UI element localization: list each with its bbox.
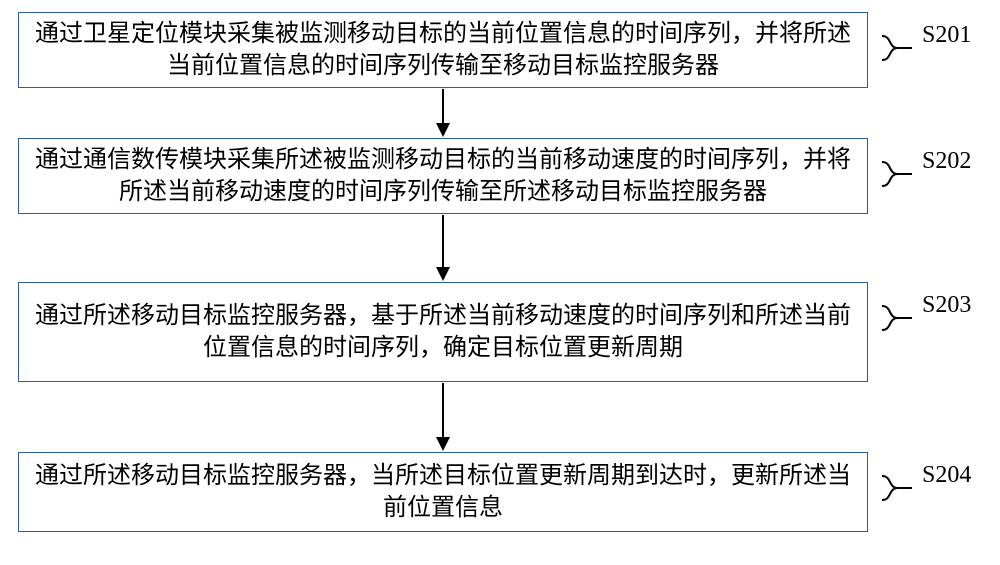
flowchart-canvas: 通过卫星定位模块采集被监测移动目标的当前位置信息的时间序列，并将所述当前位置信息… xyxy=(0,0,1000,565)
flowchart-step-text: 通过所述移动目标监控服务器，基于所述当前移动速度的时间序列和所述当前位置信息的时… xyxy=(33,300,853,365)
flowchart-step-box: 通过所述移动目标监控服务器，当所述目标位置更新周期到达时，更新所述当前位置信息 xyxy=(18,452,868,532)
flowchart-step-text: 通过通信数传模块采集所述被监测移动目标的当前移动速度的时间序列，并将所述当前移动… xyxy=(33,144,853,209)
curly-connector-icon xyxy=(880,300,914,336)
flowchart-step-box: 通过卫星定位模块采集被监测移动目标的当前位置信息的时间序列，并将所述当前位置信息… xyxy=(18,12,868,88)
flowchart-step-box: 通过所述移动目标监控服务器，基于所述当前移动速度的时间序列和所述当前位置信息的时… xyxy=(18,282,868,382)
flowchart-step-label: S203 xyxy=(922,292,971,319)
flowchart-step-label: S202 xyxy=(922,148,971,175)
flowchart-step-text: 通过卫星定位模块采集被监测移动目标的当前位置信息的时间序列，并将所述当前位置信息… xyxy=(33,18,853,83)
flowchart-step-box: 通过通信数传模块采集所述被监测移动目标的当前移动速度的时间序列，并将所述当前移动… xyxy=(18,138,868,214)
curly-connector-icon xyxy=(880,470,914,506)
curly-connector-icon xyxy=(880,30,914,66)
flowchart-step-label: S204 xyxy=(922,462,971,489)
flowchart-step-text: 通过所述移动目标监控服务器，当所述目标位置更新周期到达时，更新所述当前位置信息 xyxy=(33,460,853,525)
flowchart-step-label: S201 xyxy=(922,22,971,49)
curly-connector-icon xyxy=(880,156,914,192)
